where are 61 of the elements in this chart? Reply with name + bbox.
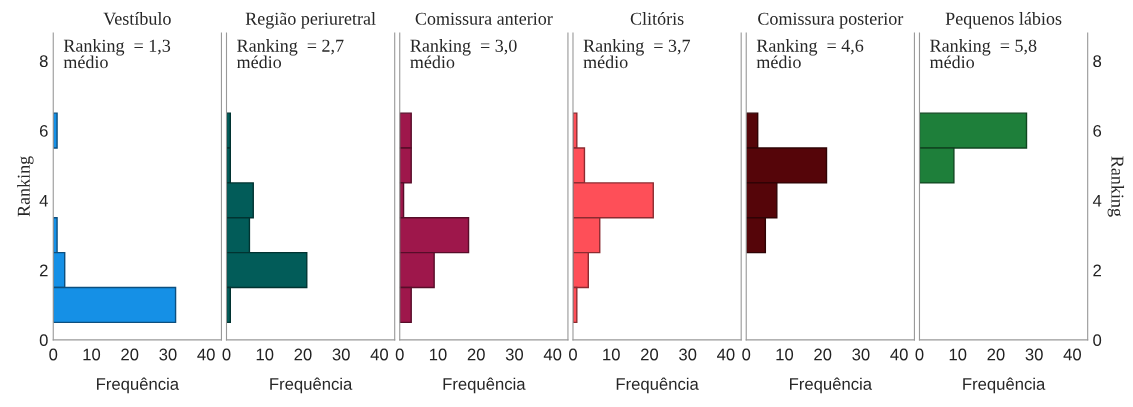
y-tick-label: 0 <box>39 334 48 347</box>
x-axis-title: Frequência <box>790 377 873 394</box>
annotation: Ranking = 1,3 médio <box>63 39 171 69</box>
x-axis-title: Frequência <box>443 377 526 394</box>
bar <box>53 112 58 149</box>
x-tick-label: 30 <box>679 348 697 361</box>
y-tick-label: 2 <box>39 264 48 277</box>
x-tick-label: 20 <box>294 348 312 361</box>
x-tick-label: 30 <box>1025 348 1043 361</box>
x-tick-label: 0 <box>742 348 751 361</box>
y-tick-label: 6 <box>39 125 48 137</box>
x-tick-label: 30 <box>505 348 524 361</box>
x-tick-label: 10 <box>256 348 274 361</box>
x-tick-label: 0 <box>395 348 404 361</box>
x-axis-title: Frequência <box>270 377 353 394</box>
x-tick-label: 0 <box>569 348 577 361</box>
x-tick-label: 10 <box>776 348 794 361</box>
x-tick-label: 30 <box>852 348 870 361</box>
x-tick-label: 20 <box>814 348 832 361</box>
y-tick-label: 0 <box>1093 334 1102 347</box>
annotation: Ranking = 3,7 médio <box>583 39 691 69</box>
x-tick-label: 40 <box>890 348 908 361</box>
x-tick-label: 40 <box>543 348 562 361</box>
annotation: Ranking = 2,7 médio <box>236 39 344 69</box>
y-axis-title: Ranking <box>17 156 34 217</box>
y-tick-label: 8 <box>1093 55 1102 68</box>
chart-title: Pequenos lábios <box>945 12 1062 29</box>
x-tick-label: 20 <box>641 348 659 361</box>
x-tick-label: 0 <box>915 348 924 361</box>
chart-title: Vestíbulo <box>103 12 171 25</box>
x-tick-label: 20 <box>987 348 1005 361</box>
y-tick-label: 2 <box>1093 264 1101 277</box>
y-tick-label: 6 <box>1093 125 1102 137</box>
y-tick-label: 4 <box>1092 194 1102 207</box>
x-tick-label: 40 <box>717 348 735 361</box>
x-axis-title: Frequência <box>97 377 180 394</box>
x-tick-label: 10 <box>83 348 101 361</box>
chart-title: Região periuretral <box>245 12 376 29</box>
x-axis-title: Frequência <box>963 377 1046 394</box>
chart-title: Comissura posterior <box>758 12 904 29</box>
x-tick-label: 30 <box>332 348 350 361</box>
x-tick-label: 10 <box>603 348 620 361</box>
annotation: Ranking = 5,8 médio <box>929 39 1037 69</box>
x-tick-label: 10 <box>429 348 447 361</box>
x-tick-label: 30 <box>159 348 177 361</box>
x-tick-label: 20 <box>467 348 485 361</box>
chart-title: Clitóris <box>630 12 684 25</box>
x-tick-label: 10 <box>949 348 967 361</box>
x-tick-label: 0 <box>49 348 58 361</box>
chart-title: Comissura anterior <box>415 12 553 25</box>
annotation: Ranking = 4,6 médio <box>756 39 864 69</box>
y2-axis-title: Ranking <box>1107 156 1125 217</box>
x-tick-label: 0 <box>222 348 231 361</box>
x-tick-label: 20 <box>121 348 139 361</box>
x-tick-label: 40 <box>370 348 389 361</box>
y-tick-label: 8 <box>39 55 48 68</box>
x-tick-label: 40 <box>197 348 215 361</box>
x-tick-label: 40 <box>1063 348 1082 361</box>
y-tick-label: 4 <box>39 194 48 207</box>
annotation: Ranking = 3,0 médio <box>410 39 517 69</box>
x-axis-title: Frequência <box>616 377 699 394</box>
